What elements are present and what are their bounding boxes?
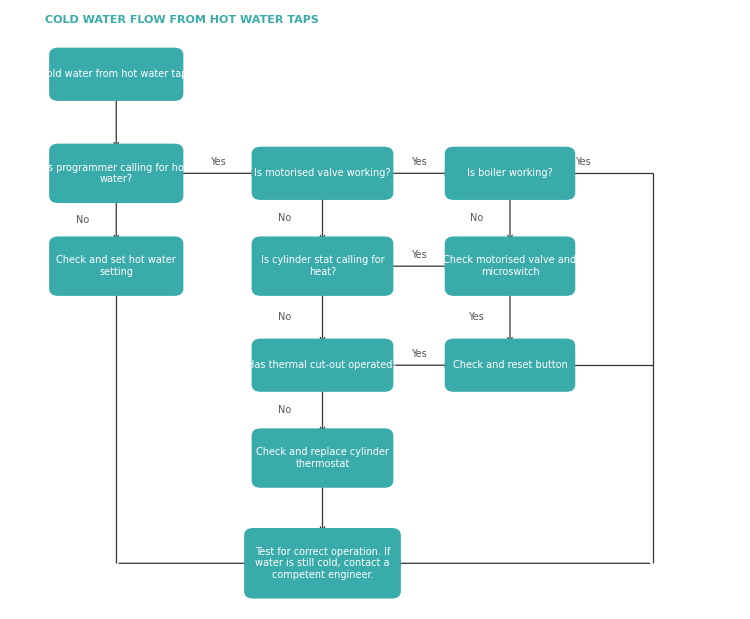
Text: Yes: Yes <box>411 250 427 260</box>
Text: Test for correct operation. If
water is still cold, contact a
competent engineer: Test for correct operation. If water is … <box>255 547 390 580</box>
FancyBboxPatch shape <box>251 236 393 296</box>
Text: No: No <box>278 405 292 415</box>
Text: No: No <box>470 213 483 223</box>
FancyBboxPatch shape <box>445 339 575 392</box>
Text: Is cylinder stat calling for
heat?: Is cylinder stat calling for heat? <box>261 256 384 277</box>
Text: Check and set hot water
setting: Check and set hot water setting <box>56 256 176 277</box>
FancyBboxPatch shape <box>445 147 575 200</box>
FancyBboxPatch shape <box>50 236 183 296</box>
Text: No: No <box>278 213 292 223</box>
Text: Check and reset button: Check and reset button <box>452 360 568 370</box>
FancyBboxPatch shape <box>50 144 183 203</box>
FancyBboxPatch shape <box>251 428 393 488</box>
Text: COLD WATER FLOW FROM HOT WATER TAPS: COLD WATER FLOW FROM HOT WATER TAPS <box>45 15 319 25</box>
Text: No: No <box>76 215 89 225</box>
Text: Check motorised valve and
microswitch: Check motorised valve and microswitch <box>443 256 577 277</box>
FancyBboxPatch shape <box>50 48 183 101</box>
FancyBboxPatch shape <box>251 147 393 200</box>
Text: Yes: Yes <box>411 349 427 359</box>
Text: Yes: Yes <box>209 157 225 167</box>
Text: Yes: Yes <box>575 157 591 167</box>
FancyBboxPatch shape <box>244 528 400 599</box>
Text: Yes: Yes <box>468 312 484 322</box>
FancyBboxPatch shape <box>445 236 575 296</box>
FancyBboxPatch shape <box>251 339 393 392</box>
Text: Yes: Yes <box>411 157 427 167</box>
Text: Is motorised valve working?: Is motorised valve working? <box>254 168 391 178</box>
Text: Has thermal cut-out operated?: Has thermal cut-out operated? <box>248 360 398 370</box>
Text: Check and replace cylinder
thermostat: Check and replace cylinder thermostat <box>256 448 389 469</box>
Text: Is boiler working?: Is boiler working? <box>467 168 553 178</box>
Text: Is programmer calling for hot
water?: Is programmer calling for hot water? <box>45 163 188 184</box>
Text: No: No <box>278 312 292 322</box>
Text: Cold water from hot water taps: Cold water from hot water taps <box>40 69 193 79</box>
